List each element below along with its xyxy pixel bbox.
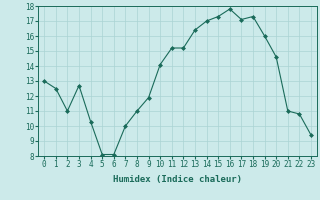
X-axis label: Humidex (Indice chaleur): Humidex (Indice chaleur) [113,175,242,184]
